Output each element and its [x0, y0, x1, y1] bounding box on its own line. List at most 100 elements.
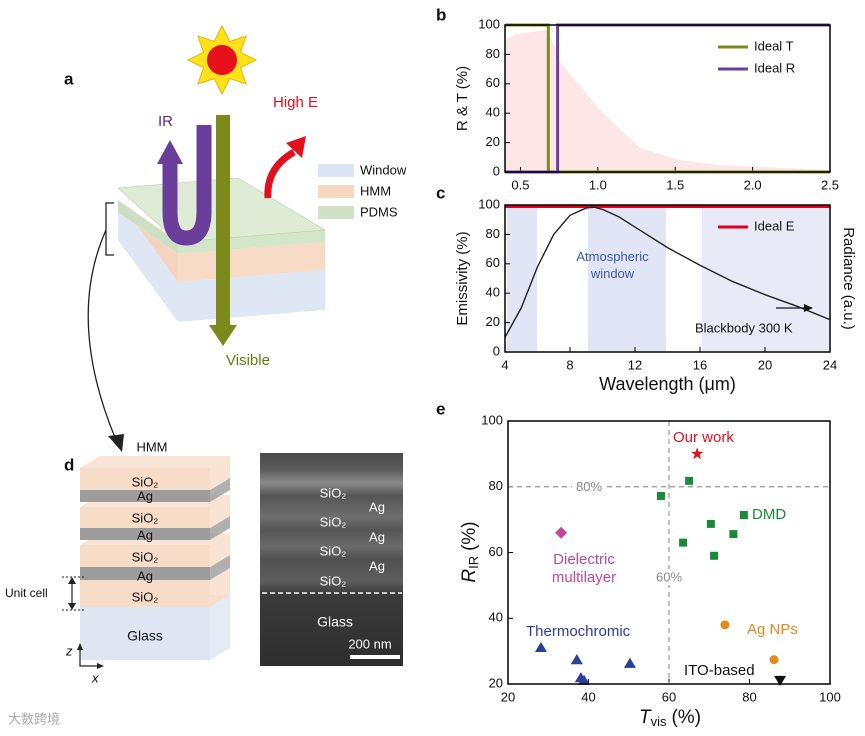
atmospheric-band	[702, 207, 829, 351]
sem-layer-label: SiO₂	[320, 514, 347, 529]
high-e-arrowhead	[286, 136, 306, 158]
y-tick-label: 80	[489, 478, 503, 493]
point	[710, 551, 719, 560]
y-tick-label: 100	[478, 196, 500, 211]
axis-x: x	[91, 670, 99, 685]
x-tick-label: 20	[758, 357, 772, 372]
point	[729, 530, 738, 539]
y-tick-label: 40	[489, 610, 503, 625]
axes	[79, 646, 100, 667]
sem-layer-label: SiO₂	[320, 573, 347, 588]
layer-label: SiO₂	[132, 474, 159, 489]
label-bg	[572, 478, 606, 495]
x-tick-label: 8	[566, 357, 573, 372]
slab-front	[80, 490, 210, 502]
series-label: Dielectric multilayer	[551, 551, 617, 586]
substrate-label: Glass	[127, 628, 163, 644]
x-tick-label: 80	[742, 689, 756, 704]
y-tick-label: 100	[478, 16, 500, 31]
arrowhead	[68, 603, 76, 610]
slab-top	[80, 456, 230, 468]
label-main: R	[459, 569, 480, 583]
visible-label: Visible	[226, 352, 270, 369]
series-line	[504, 206, 831, 338]
legend-swatch	[318, 185, 354, 198]
label-bg	[652, 569, 686, 585]
series-label: Ag NPs	[747, 621, 798, 638]
y-tick-label: 60	[486, 255, 500, 270]
pdms-front	[178, 230, 325, 254]
slab-side	[210, 533, 230, 567]
point	[578, 674, 591, 685]
y-tick-label: 20	[486, 134, 500, 149]
hmm-front	[178, 242, 325, 282]
y-axis-label: R & T (%)	[454, 66, 471, 131]
label-sub: IR	[466, 556, 481, 569]
y-axis-label: Emissivity (%)	[454, 231, 471, 325]
y-tick-label: 0	[493, 163, 500, 178]
point	[690, 447, 704, 460]
layer-label: SiO₂	[132, 510, 159, 525]
plot-frame	[504, 24, 831, 173]
y-tick-label: 100	[481, 412, 503, 427]
arrowhead	[77, 643, 83, 650]
y-tick-label: 80	[486, 226, 500, 241]
slab-front	[80, 468, 210, 490]
legend-label: Ideal E	[754, 218, 795, 233]
slab-front	[80, 528, 210, 540]
y-tick-label: 80	[486, 46, 500, 61]
panel-label: a	[64, 69, 74, 88]
plot-frame	[504, 204, 831, 353]
sem-image	[260, 453, 403, 666]
x-tick-label: 2.5	[821, 177, 839, 192]
point	[769, 655, 779, 665]
zoom-arrowhead	[108, 434, 124, 452]
x-tick-label: 20	[501, 689, 515, 704]
label-unit: (%)	[459, 521, 480, 551]
label-main: T	[639, 707, 652, 728]
annotation: Atmospheric window	[576, 249, 649, 281]
slab-side	[210, 595, 230, 660]
point	[623, 657, 636, 668]
series-annotation: Blackbody 300 K	[695, 320, 793, 335]
slab-front	[80, 507, 210, 528]
x-tick-label: 40	[581, 689, 595, 704]
plot-frame	[507, 420, 831, 685]
x-tick-label: 16	[693, 357, 707, 372]
y2-axis-label: Radiance (a.u.)	[840, 227, 857, 330]
layer-label: SiO₂	[132, 549, 159, 564]
label-unit: (%)	[671, 707, 701, 728]
legend-swatch	[318, 164, 354, 177]
point	[656, 491, 665, 500]
arrowhead	[68, 577, 76, 584]
y-tick-label: 40	[486, 285, 500, 300]
point	[679, 538, 688, 547]
x-tick-label: 0.5	[511, 177, 529, 192]
sem-layer-label: Ag	[369, 558, 385, 573]
point	[739, 511, 748, 520]
point	[570, 654, 583, 665]
slab-front	[80, 567, 210, 580]
slab-front	[80, 607, 210, 660]
slab-front	[80, 545, 210, 567]
panel-label: d	[64, 455, 74, 474]
x-tick-label: 60	[662, 689, 676, 704]
legend-label: Window	[360, 162, 407, 177]
sem-layer-label: SiO₂	[320, 543, 347, 558]
slab-side	[210, 568, 230, 607]
point	[555, 526, 568, 539]
diagram-d: HMM SiO₂ Ag SiO₂ Ag SiO₂ Ag SiO₂ Glass U…	[5, 439, 403, 685]
sem-layer-label: SiO₂	[320, 485, 347, 500]
x-axis-label: Wavelength (μm)	[599, 374, 736, 394]
y-axis-label: RIR (%)	[459, 521, 481, 582]
label-sub: vis	[651, 714, 667, 729]
slab-side	[210, 456, 230, 490]
series-label: Our work	[673, 429, 734, 446]
series-label: DMD	[752, 506, 787, 523]
slab-front	[80, 580, 210, 607]
diagram-d-stack	[80, 456, 230, 660]
atmospheric-band	[588, 207, 666, 351]
legend-label: Ideal R	[754, 60, 795, 75]
legend-label: PDMS	[360, 204, 398, 219]
